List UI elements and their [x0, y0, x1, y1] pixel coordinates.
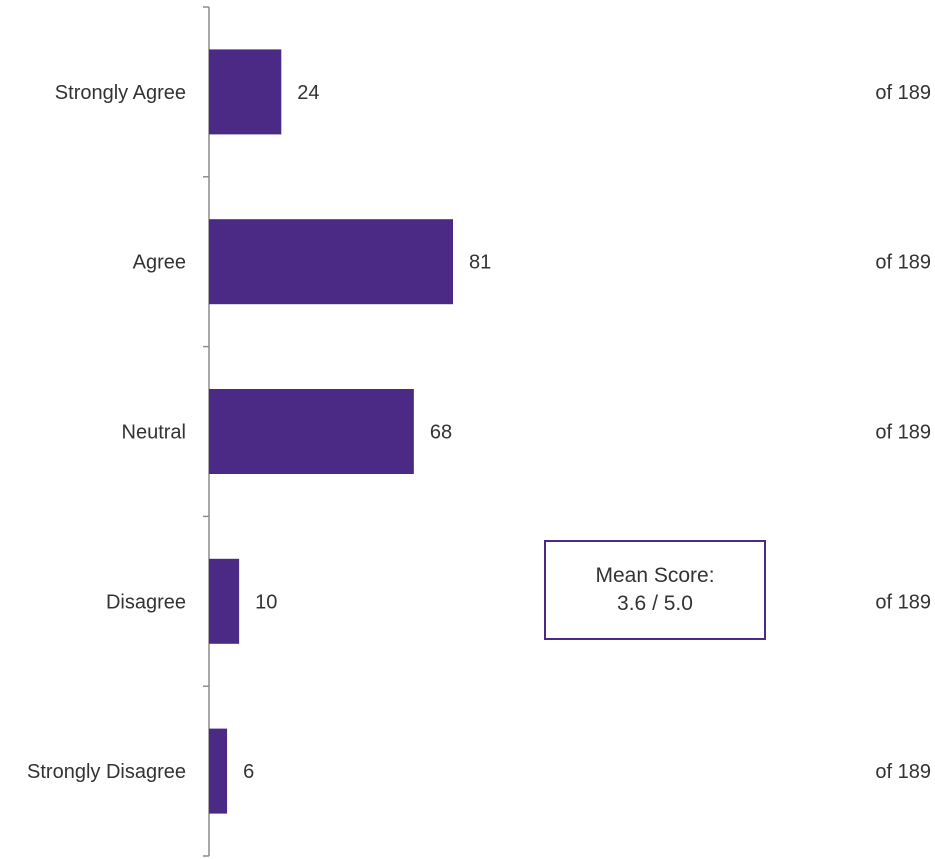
- category-label: Disagree: [106, 591, 186, 613]
- data-label: 6: [243, 761, 254, 783]
- total-label: of 189: [875, 761, 931, 783]
- total-label: of 189: [875, 591, 931, 613]
- category-label: Strongly Agree: [55, 82, 186, 104]
- mean-score-value: 3.6 / 5.0: [617, 592, 693, 615]
- mean-score-title: Mean Score:: [595, 564, 715, 587]
- category-label: Neutral: [122, 422, 186, 444]
- labels-group: Strongly Agree 24 of 189 Agree 81 of 189 Neutr…: [27, 82, 931, 783]
- total-label: of 189: [875, 422, 931, 444]
- data-label: 81: [469, 252, 491, 274]
- category-axis: [203, 6, 210, 857]
- data-label: 24: [297, 82, 319, 104]
- bar-neutral: [209, 389, 414, 474]
- data-label: 68: [430, 422, 452, 444]
- bar-agree: [209, 219, 453, 305]
- bar-disagree: [209, 558, 240, 644]
- bar-strongly-disagree: [209, 728, 228, 814]
- mean-score-box: Mean Score: 3.6 / 5.0: [544, 540, 766, 640]
- category-label: Strongly Disagree: [27, 761, 186, 783]
- category-label: Agree: [133, 252, 186, 274]
- bars-group: [209, 49, 453, 814]
- data-label: 10: [255, 591, 277, 613]
- total-label: of 189: [875, 252, 931, 274]
- bar-strongly-agree: [209, 49, 282, 135]
- total-label: of 189: [875, 82, 931, 104]
